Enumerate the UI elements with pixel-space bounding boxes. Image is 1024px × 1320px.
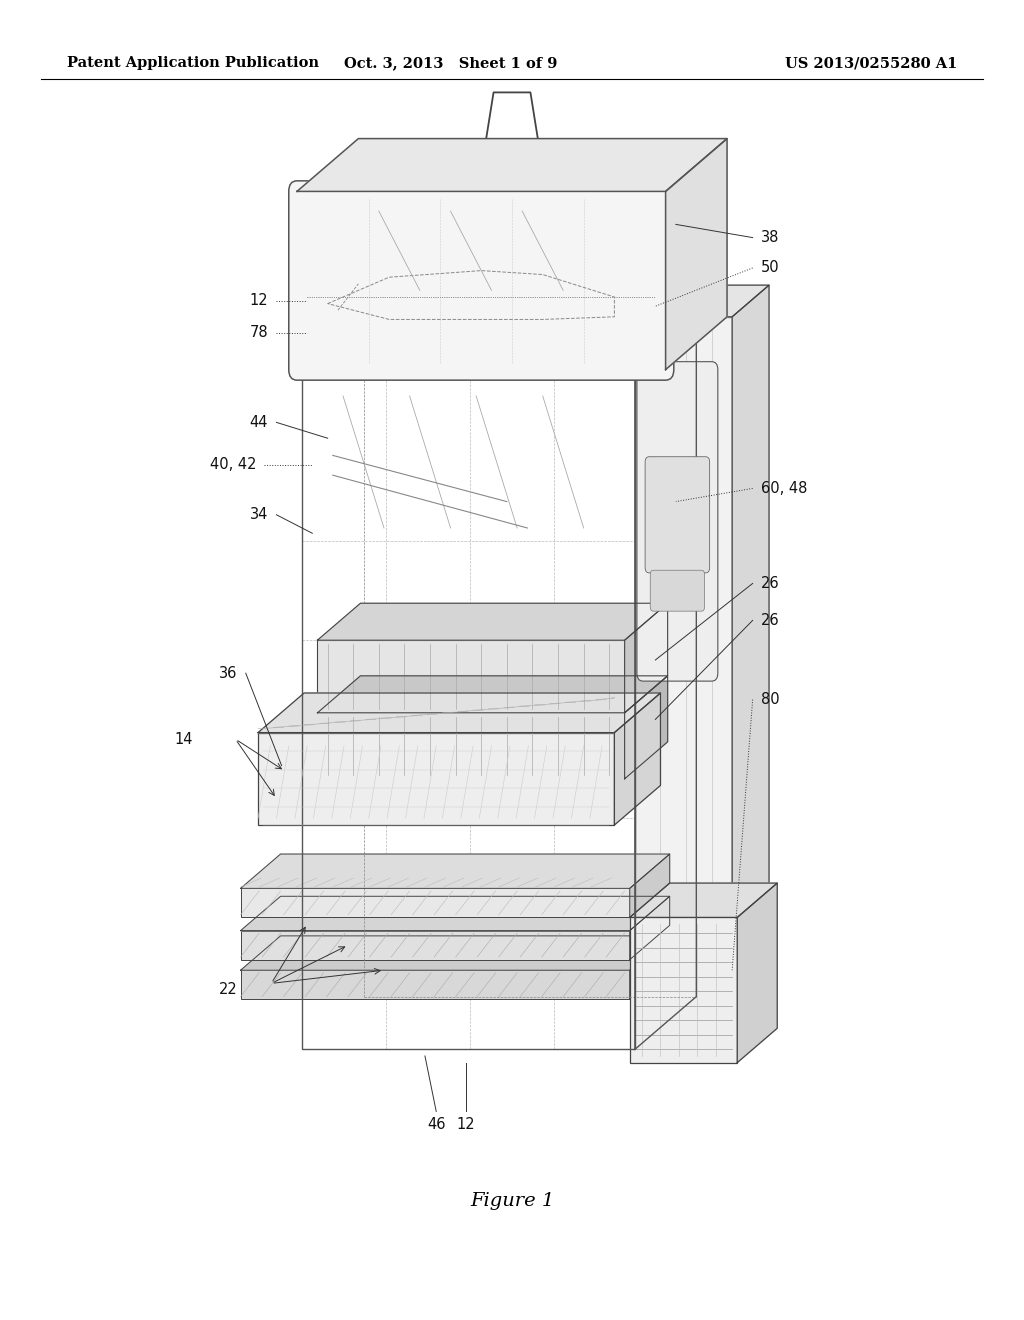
Text: 80: 80 xyxy=(761,692,779,708)
Polygon shape xyxy=(614,693,660,825)
Polygon shape xyxy=(258,693,660,733)
Polygon shape xyxy=(241,854,670,888)
FancyBboxPatch shape xyxy=(289,181,674,380)
Text: Figure 1: Figure 1 xyxy=(470,1192,554,1210)
FancyBboxPatch shape xyxy=(645,457,710,573)
Bar xyxy=(630,917,737,1063)
Text: 78: 78 xyxy=(250,325,268,341)
Bar xyxy=(241,970,630,999)
Bar xyxy=(241,888,630,917)
Polygon shape xyxy=(317,603,668,640)
FancyBboxPatch shape xyxy=(650,570,705,611)
Bar xyxy=(635,317,732,1056)
Polygon shape xyxy=(737,883,777,1063)
Polygon shape xyxy=(625,676,668,779)
Polygon shape xyxy=(625,603,668,713)
Text: 44: 44 xyxy=(250,414,268,430)
Polygon shape xyxy=(297,139,727,191)
FancyBboxPatch shape xyxy=(637,362,718,681)
Text: US 2013/0255280 A1: US 2013/0255280 A1 xyxy=(785,57,957,70)
Text: 50: 50 xyxy=(761,260,779,276)
Text: 22: 22 xyxy=(219,982,238,998)
Polygon shape xyxy=(241,896,670,931)
Polygon shape xyxy=(630,896,670,960)
Bar xyxy=(241,931,630,960)
Text: 26: 26 xyxy=(761,576,779,591)
Polygon shape xyxy=(732,285,769,1056)
Bar xyxy=(302,211,635,1049)
Text: Oct. 3, 2013   Sheet 1 of 9: Oct. 3, 2013 Sheet 1 of 9 xyxy=(344,57,557,70)
Polygon shape xyxy=(317,676,668,713)
Text: 12: 12 xyxy=(457,1117,475,1133)
Polygon shape xyxy=(241,936,670,970)
Text: 34: 34 xyxy=(250,507,268,523)
Text: 26: 26 xyxy=(761,612,779,628)
Text: 38: 38 xyxy=(761,230,779,246)
Polygon shape xyxy=(666,139,727,370)
Text: 36: 36 xyxy=(219,665,238,681)
Bar xyxy=(258,733,614,825)
Text: 60, 48: 60, 48 xyxy=(761,480,807,496)
Bar xyxy=(317,713,625,779)
Polygon shape xyxy=(630,936,670,999)
Text: 12: 12 xyxy=(250,293,268,309)
Polygon shape xyxy=(630,854,670,917)
Bar xyxy=(317,640,625,713)
Text: 46: 46 xyxy=(427,1117,445,1133)
Text: 14: 14 xyxy=(174,731,193,747)
Polygon shape xyxy=(630,883,777,917)
Polygon shape xyxy=(635,285,769,317)
Text: 40, 42: 40, 42 xyxy=(210,457,256,473)
Text: Patent Application Publication: Patent Application Publication xyxy=(67,57,318,70)
